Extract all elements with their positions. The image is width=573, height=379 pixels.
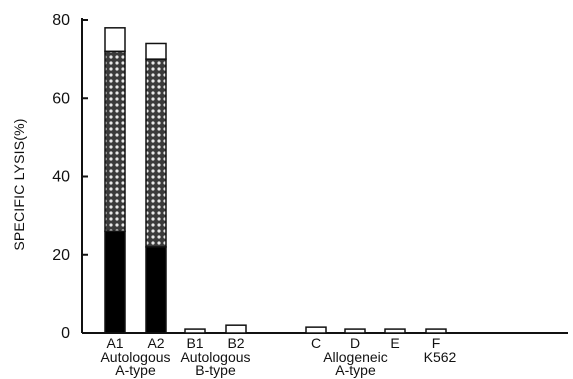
bar-segment-a2-dotted	[145, 58, 167, 248]
group-label-line1: Autologous	[100, 349, 170, 365]
bar-segment-b2-open	[225, 324, 247, 334]
bar-segment-a2-open	[145, 42, 167, 60]
group-label-line2: A-type	[115, 362, 156, 378]
x-tick-label-a1: A1	[106, 335, 123, 351]
x-tick-label-f: F	[432, 335, 441, 351]
x-tick-label-e: E	[390, 335, 399, 351]
group-label-line2: A-type	[335, 362, 376, 378]
y-axis-title: SPECIFIC LYSIS(%)	[11, 118, 27, 250]
labels: A1 A2 B1 B2 C D E FAutologousA-typeAutologousB-…	[100, 335, 456, 378]
bar-segment-e-open	[384, 328, 406, 334]
bar-segment-a1-open	[104, 27, 126, 53]
y-tick-label: 20	[52, 247, 70, 264]
group-label-line2: B-type	[195, 362, 236, 378]
x-tick-label-b1: B1	[186, 335, 203, 351]
bar-segment-a1-solid	[104, 230, 126, 334]
y-tick-label: 60	[52, 90, 70, 107]
group-label-line1: K562	[424, 349, 457, 365]
bar-segment-f-open	[425, 328, 447, 334]
bar-segment-c-open	[305, 326, 327, 334]
group-label-line1: Autologous	[180, 349, 250, 365]
axes: 0 20 40 60 80 SPECIFIC LYSIS(%)	[11, 12, 568, 342]
y-tick-label: 40	[52, 169, 70, 186]
y-tick-label: 0	[61, 325, 70, 342]
bar-segment-d-open	[344, 328, 366, 334]
y-tick-label: 80	[52, 12, 70, 29]
x-tick-label-a2: A2	[147, 335, 164, 351]
x-tick-label-b2: B2	[227, 335, 244, 351]
group-label-line1: Allogeneic	[323, 349, 388, 365]
x-tick-label-c: C	[311, 335, 321, 351]
bars	[104, 27, 447, 334]
x-tick-label-d: D	[350, 335, 360, 351]
bar-segment-b1-open	[184, 328, 206, 334]
bar-segment-a2-solid	[145, 246, 167, 334]
bar-segment-a1-dotted	[104, 50, 126, 233]
